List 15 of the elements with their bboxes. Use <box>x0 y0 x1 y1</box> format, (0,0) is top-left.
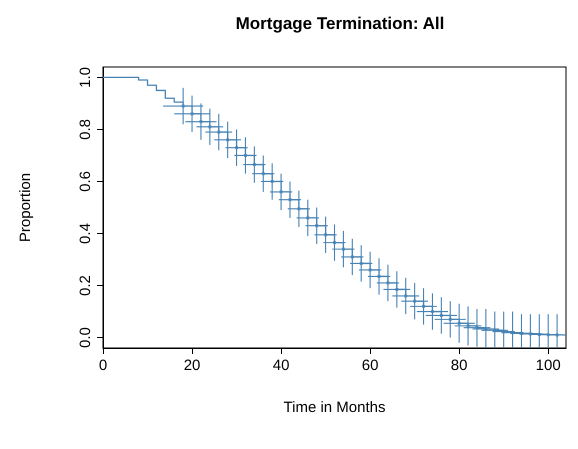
y-tick-label: 0.0 <box>77 327 94 348</box>
x-tick-label: 100 <box>536 357 561 374</box>
y-tick-label: 0.2 <box>77 275 94 296</box>
x-axis-title: Time in Months <box>284 399 386 416</box>
x-tick-label: 0 <box>98 357 108 374</box>
y-axis-title: Proportion <box>17 172 34 242</box>
y-tick-label: 0.4 <box>77 223 94 244</box>
x-tick-label: 80 <box>450 357 468 374</box>
y-tick-label: 1.0 <box>77 66 94 88</box>
x-tick-label: 60 <box>362 357 378 374</box>
chart-title: Mortgage Termination: All <box>236 14 444 33</box>
y-tick-label: 0.8 <box>77 119 94 140</box>
x-tick-label: 40 <box>272 357 290 374</box>
x-tick-label: 20 <box>184 357 200 374</box>
y-tick-label: 0.6 <box>77 171 94 192</box>
